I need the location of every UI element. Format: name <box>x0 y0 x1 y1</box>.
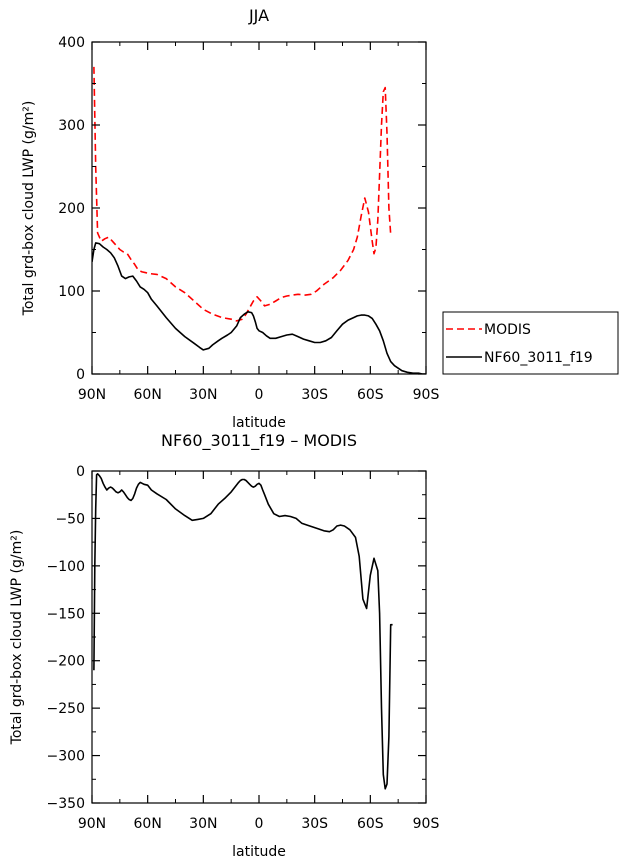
legend-box <box>442 311 619 375</box>
y-tick-label: 100 <box>58 284 85 300</box>
chart-title: NF60_3011_f19 – MODIS <box>161 431 357 451</box>
x-axis-label: latitude <box>232 844 286 860</box>
y-tick-label: 0 <box>76 464 85 480</box>
y-axis-label: Total grd-box cloud LWP (g/m²) <box>9 530 25 746</box>
series-group <box>93 472 393 790</box>
x-tick-label: 30N <box>189 387 217 403</box>
top-panel-jja: JJA 90N 60N 30N 0 30S 60S 90S 0 100 200 300 400 latit… <box>21 6 619 431</box>
x-tick-label: 60S <box>357 387 384 403</box>
x-axis-label: latitude <box>232 415 286 431</box>
x-tick-label: 90S <box>413 816 440 832</box>
y-tick-label: 400 <box>58 35 85 51</box>
x-tick-label: 30S <box>301 816 328 832</box>
legend-label: NF60_3011_f19 <box>484 350 593 366</box>
plot-frame <box>91 470 427 804</box>
y-tick-label: −50 <box>55 511 85 527</box>
series-line-series <box>93 472 393 790</box>
x-tick-label: 60N <box>134 816 162 832</box>
legend-label: MODIS <box>484 322 531 338</box>
series-line-nf60-3011-f19 <box>92 242 426 374</box>
y-tick-label: −250 <box>47 701 85 717</box>
x-tick-label: 0 <box>255 387 264 403</box>
y-axis-label: Total grd-box cloud LWP (g/m²) <box>21 101 37 317</box>
y-tick-label: 300 <box>58 118 85 134</box>
x-tick-label: 60N <box>134 387 162 403</box>
x-tick-label: 90N <box>78 387 106 403</box>
series-group <box>92 66 426 374</box>
x-tick-label: 0 <box>255 816 264 832</box>
x-tick-label: 60S <box>357 816 384 832</box>
chart-title: JJA <box>248 6 269 25</box>
y-tick-label: −100 <box>47 559 85 575</box>
legend: MODIS NF60_3011_f19 <box>442 311 619 375</box>
y-tick-label: 200 <box>58 201 85 217</box>
y-tick-label: −200 <box>47 654 85 670</box>
y-tick-label: −150 <box>47 606 85 622</box>
x-tick-label: 30N <box>189 816 217 832</box>
x-tick-label: 90S <box>413 387 440 403</box>
y-tick-label: −350 <box>47 796 85 812</box>
bottom-panel-difference: NF60_3011_f19 – MODIS 90N 60N 30N 0 30S 60S 90S… <box>9 431 439 860</box>
y-tick-label: −300 <box>47 749 85 765</box>
y-tick-label: 0 <box>76 367 85 383</box>
x-tick-label: 30S <box>301 387 328 403</box>
x-tick-label: 90N <box>78 816 106 832</box>
